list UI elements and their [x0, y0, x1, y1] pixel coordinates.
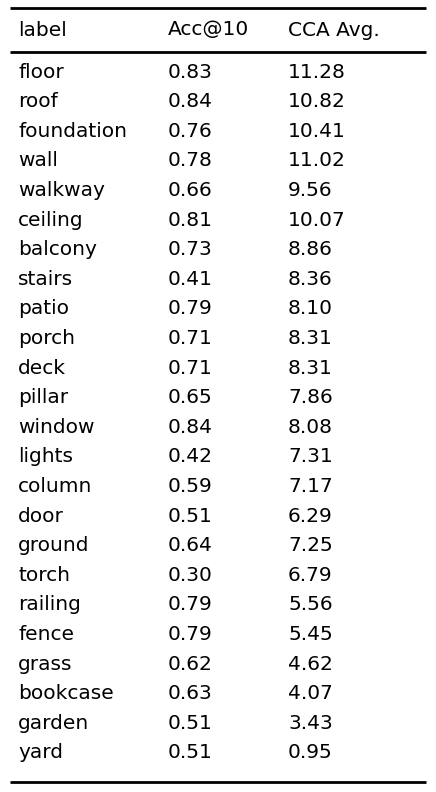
Text: 6.79: 6.79 — [288, 565, 333, 584]
Text: 0.78: 0.78 — [168, 151, 213, 170]
Text: 5.45: 5.45 — [288, 625, 333, 644]
Text: 4.62: 4.62 — [288, 654, 333, 673]
Text: porch: porch — [18, 329, 75, 348]
Text: 8.31: 8.31 — [288, 359, 333, 378]
Text: 0.63: 0.63 — [168, 684, 213, 703]
Text: ground: ground — [18, 536, 89, 555]
Text: door: door — [18, 507, 64, 526]
Text: 0.83: 0.83 — [168, 63, 213, 82]
Text: 0.51: 0.51 — [168, 507, 213, 526]
Text: 0.51: 0.51 — [168, 744, 213, 763]
Text: 0.76: 0.76 — [168, 122, 213, 141]
Text: window: window — [18, 417, 95, 436]
Text: ceiling: ceiling — [18, 211, 84, 230]
Text: 10.41: 10.41 — [288, 122, 346, 141]
Text: roof: roof — [18, 92, 58, 111]
Text: column: column — [18, 477, 92, 496]
Text: balcony: balcony — [18, 240, 97, 259]
Text: CCA Avg.: CCA Avg. — [288, 21, 380, 40]
Text: 8.86: 8.86 — [288, 240, 333, 259]
Text: Acc@10: Acc@10 — [168, 21, 249, 40]
Text: 0.59: 0.59 — [168, 477, 213, 496]
Text: 0.79: 0.79 — [168, 596, 213, 615]
Text: 0.73: 0.73 — [168, 240, 213, 259]
Text: 11.02: 11.02 — [288, 151, 346, 170]
Text: 0.62: 0.62 — [168, 654, 213, 673]
Text: garden: garden — [18, 714, 89, 733]
Text: 0.79: 0.79 — [168, 299, 213, 318]
Text: 0.30: 0.30 — [168, 565, 213, 584]
Text: 6.29: 6.29 — [288, 507, 333, 526]
Text: 0.95: 0.95 — [288, 744, 333, 763]
Text: 11.28: 11.28 — [288, 63, 346, 82]
Text: 0.71: 0.71 — [168, 359, 213, 378]
Text: 0.51: 0.51 — [168, 714, 213, 733]
Text: 5.56: 5.56 — [288, 596, 333, 615]
Text: patio: patio — [18, 299, 69, 318]
Text: floor: floor — [18, 63, 64, 82]
Text: 0.66: 0.66 — [168, 181, 213, 200]
Text: yard: yard — [18, 744, 63, 763]
Text: torch: torch — [18, 565, 70, 584]
Text: deck: deck — [18, 359, 66, 378]
Text: 8.10: 8.10 — [288, 299, 333, 318]
Text: stairs: stairs — [18, 270, 73, 289]
Text: bookcase: bookcase — [18, 684, 114, 703]
Text: 0.79: 0.79 — [168, 625, 213, 644]
Text: 0.71: 0.71 — [168, 329, 213, 348]
Text: 0.84: 0.84 — [168, 417, 213, 436]
Text: 8.31: 8.31 — [288, 329, 333, 348]
Text: 8.36: 8.36 — [288, 270, 333, 289]
Text: walkway: walkway — [18, 181, 105, 200]
Text: fence: fence — [18, 625, 74, 644]
Text: 10.07: 10.07 — [288, 211, 346, 230]
Text: grass: grass — [18, 654, 72, 673]
Text: pillar: pillar — [18, 388, 68, 407]
Text: 0.65: 0.65 — [168, 388, 213, 407]
Text: 7.31: 7.31 — [288, 447, 333, 466]
Text: 4.07: 4.07 — [288, 684, 333, 703]
Text: 3.43: 3.43 — [288, 714, 333, 733]
Text: 0.84: 0.84 — [168, 92, 213, 111]
Text: 7.86: 7.86 — [288, 388, 333, 407]
Text: 7.25: 7.25 — [288, 536, 333, 555]
Text: railing: railing — [18, 596, 81, 615]
Text: 7.17: 7.17 — [288, 477, 333, 496]
Text: foundation: foundation — [18, 122, 127, 141]
Text: 8.08: 8.08 — [288, 417, 333, 436]
Text: wall: wall — [18, 151, 58, 170]
Text: 10.82: 10.82 — [288, 92, 346, 111]
Text: 0.64: 0.64 — [168, 536, 213, 555]
Text: 0.41: 0.41 — [168, 270, 213, 289]
Text: label: label — [18, 21, 67, 40]
Text: 9.56: 9.56 — [288, 181, 333, 200]
Text: 0.42: 0.42 — [168, 447, 213, 466]
Text: 0.81: 0.81 — [168, 211, 213, 230]
Text: lights: lights — [18, 447, 73, 466]
